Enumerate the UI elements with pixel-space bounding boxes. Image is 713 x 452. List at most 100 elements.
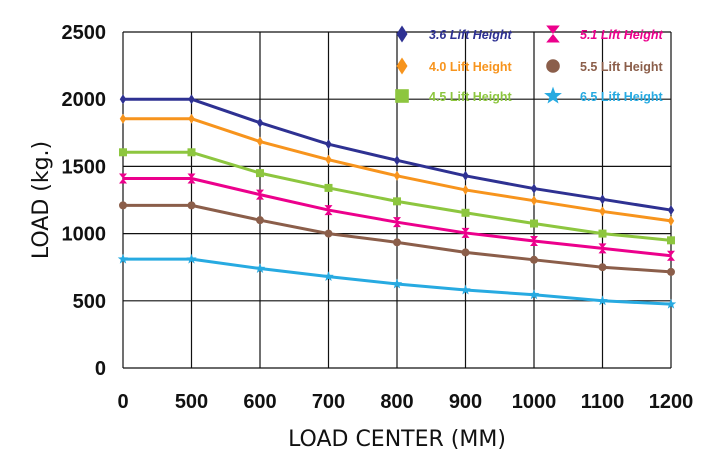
- x-tick-label: 600: [243, 391, 276, 413]
- data-point: [667, 250, 675, 261]
- legend-label: 4.0 Lift Height: [429, 60, 512, 74]
- y-tick-label: 500: [73, 291, 106, 313]
- x-tick-label: 500: [175, 391, 208, 413]
- data-point: [665, 298, 677, 309]
- data-point: [117, 253, 129, 264]
- legend-marker: [396, 25, 408, 43]
- data-point: [598, 263, 607, 272]
- series: [119, 148, 675, 245]
- legend-label: 5.5 Lift Height: [580, 60, 663, 74]
- series-layer: [117, 94, 677, 309]
- x-tick-labels: 0 500 600 700 800 900 1000 1100 1200: [117, 391, 693, 413]
- data-point: [393, 155, 401, 166]
- data-point: [187, 148, 196, 157]
- data-point: [119, 173, 127, 184]
- legend-item: 3.6 Lift Height: [396, 25, 512, 43]
- legend-marker: [546, 59, 560, 73]
- data-point: [256, 136, 264, 147]
- x-tick-label: 0: [117, 391, 128, 413]
- data-point: [119, 148, 127, 157]
- legend-marker: [396, 57, 408, 75]
- data-point: [598, 229, 607, 238]
- series: [119, 94, 675, 216]
- data-point: [460, 284, 471, 295]
- data-point: [667, 267, 675, 276]
- data-point: [256, 169, 264, 178]
- data-point: [667, 215, 675, 226]
- data-point: [188, 94, 195, 105]
- series: [117, 253, 677, 309]
- data-point: [186, 253, 197, 264]
- data-point: [530, 235, 538, 246]
- series: [119, 113, 675, 226]
- x-tick-label: 1200: [649, 391, 694, 413]
- data-point: [256, 189, 264, 200]
- x-tick-label: 900: [449, 391, 482, 413]
- series: [119, 173, 675, 261]
- legend-label: 3.6 Lift Height: [429, 28, 512, 42]
- data-point: [461, 208, 470, 217]
- data-point: [393, 217, 401, 228]
- y-tick-labels: 0 500 1000 1500 2000 2500: [62, 22, 107, 380]
- data-point: [119, 201, 127, 210]
- data-point: [598, 243, 607, 254]
- data-point: [462, 170, 469, 181]
- legend-item: 6.5 Lift Height: [544, 86, 663, 104]
- legend-marker: [544, 86, 562, 104]
- data-point: [119, 113, 127, 124]
- legend-item: 5.5 Lift Height: [546, 59, 663, 74]
- data-point: [667, 205, 675, 216]
- legend-label: 4.5 Lift Height: [429, 90, 512, 104]
- data-point: [667, 236, 675, 245]
- legend-item: 5.1 Lift Height: [546, 25, 663, 43]
- data-point: [324, 205, 333, 216]
- legend-marker: [546, 25, 560, 43]
- data-point: [462, 184, 469, 195]
- data-point: [599, 206, 606, 217]
- data-point: [188, 113, 195, 124]
- data-point: [254, 263, 266, 273]
- y-tick-label: 1000: [62, 224, 107, 246]
- y-axis-title: LOAD (kg.): [29, 141, 54, 259]
- data-point: [393, 238, 401, 247]
- data-point: [528, 289, 540, 300]
- data-point: [391, 278, 403, 289]
- y-tick-label: 0: [95, 358, 106, 380]
- data-point: [325, 154, 332, 165]
- data-point: [597, 295, 608, 306]
- series: [119, 201, 675, 276]
- x-axis-title: LOAD CENTER (MM): [288, 427, 506, 452]
- legend-label: 6.5 Lift Height: [580, 90, 663, 104]
- data-point: [530, 183, 538, 194]
- data-point: [530, 195, 538, 206]
- data-point: [324, 183, 333, 192]
- data-point: [323, 271, 334, 282]
- data-point: [393, 170, 401, 181]
- x-tick-label: 1100: [581, 391, 624, 413]
- data-point: [461, 248, 470, 257]
- data-point: [324, 229, 333, 238]
- data-point: [461, 227, 470, 238]
- series-line: [123, 176, 672, 258]
- data-point: [187, 173, 196, 184]
- y-tick-label: 2000: [62, 89, 107, 111]
- legend-marker: [395, 89, 409, 103]
- data-point: [119, 94, 127, 105]
- x-tick-label: 700: [312, 391, 345, 413]
- data-point: [599, 194, 606, 205]
- data-point: [256, 216, 264, 225]
- y-tick-label: 1500: [62, 156, 107, 178]
- legend: 3.6 Lift Height 4.0 Lift Height 4.5 Lift H…: [395, 25, 663, 104]
- x-tick-label: 800: [380, 391, 413, 413]
- data-point: [325, 139, 332, 150]
- legend-item: 4.0 Lift Height: [396, 57, 512, 75]
- data-point: [530, 255, 538, 264]
- data-point: [256, 117, 264, 128]
- x-tick-label: 1000: [512, 391, 557, 413]
- data-point: [530, 219, 538, 228]
- y-tick-label: 2500: [62, 22, 107, 44]
- legend-label: 5.1 Lift Height: [580, 28, 663, 42]
- data-point: [393, 197, 401, 206]
- data-point: [187, 201, 196, 210]
